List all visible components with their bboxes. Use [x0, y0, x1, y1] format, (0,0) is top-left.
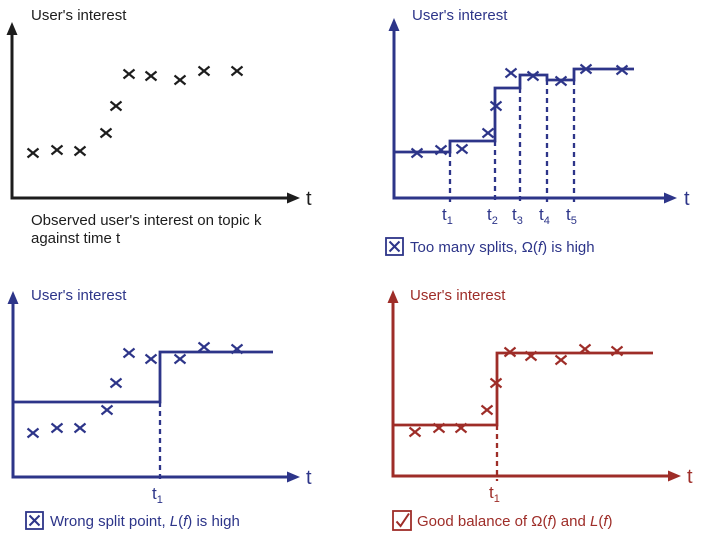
t-axis-label: t	[306, 188, 312, 210]
data-point-x-marker	[122, 347, 136, 359]
data-point-x-marker	[144, 353, 158, 365]
t-axis-label: t	[684, 188, 690, 210]
data-point-x-marker	[578, 343, 592, 355]
axis-tick-label: t1	[442, 205, 453, 227]
data-point-x-marker	[99, 127, 113, 139]
axis-tick-label: t5	[566, 205, 577, 227]
t-axis-label: t	[687, 466, 693, 488]
data-point-x-marker	[230, 343, 244, 355]
data-point-x-marker	[173, 353, 187, 365]
panel-wrong-split-point: User's interest t t1 Wrong split point, L(f…	[7, 287, 312, 530]
y-axis-arrow	[7, 291, 19, 304]
data-point-x-marker	[109, 100, 123, 112]
data-point-x-marker	[197, 65, 211, 77]
panel-observed-scatter: User's interest t Observed user's interest…	[6, 7, 312, 247]
data-point-x-marker	[408, 426, 422, 438]
check-icon	[395, 512, 410, 528]
data-point-x-marker	[50, 144, 64, 156]
data-point-x-marker	[100, 404, 114, 416]
data-point-x-marker	[455, 143, 469, 155]
step-function-line	[393, 351, 653, 427]
data-point-x-marker	[504, 67, 518, 79]
data-point-x-marker	[434, 144, 448, 156]
data-point-x-marker	[432, 422, 446, 434]
data-point-x-marker	[73, 422, 87, 434]
legend-box	[392, 510, 412, 531]
data-point-x-marker	[122, 68, 136, 80]
data-point-x-marker	[230, 65, 244, 77]
data-point-x-marker	[579, 63, 593, 75]
panel-title: User's interest	[31, 287, 127, 304]
data-point-x-marker	[503, 346, 517, 358]
y-axis-arrow	[6, 22, 18, 35]
data-point-x-marker	[481, 127, 495, 139]
t-axis-label: t	[306, 467, 312, 489]
panel-good-balance: User's interest t t1 Good balance of Ω(f) a…	[387, 287, 693, 531]
axis-tick-label: t4	[539, 205, 550, 227]
legend-text: Too many splits, Ω(f) is high	[410, 239, 595, 256]
axis-tick-label: t1	[489, 483, 500, 505]
data-point-x-marker	[524, 350, 538, 362]
data-point-x-marker	[615, 64, 629, 76]
axis-tick-label: t3	[512, 205, 523, 227]
panel-too-many-splits: User's interest t t1 t2 t3 t4 t5 Too many split…	[385, 7, 690, 256]
legend-box	[385, 237, 404, 256]
data-point-x-marker	[480, 404, 494, 416]
panel-title: User's interest	[31, 7, 127, 24]
data-point-x-marker	[554, 354, 568, 366]
data-point-x-marker	[489, 100, 503, 112]
y-axis-arrow	[387, 290, 399, 303]
x-axis-arrow	[287, 192, 300, 204]
panel-title: User's interest	[412, 7, 508, 24]
x-axis-arrow	[668, 470, 681, 482]
legend-text: Wrong split point, L(f) is high	[50, 513, 240, 530]
x-box-icon	[388, 240, 401, 253]
data-point-x-marker	[73, 145, 87, 157]
legend-text: Good balance of Ω(f) and L(f)	[417, 513, 613, 530]
step-function-line	[13, 350, 273, 404]
data-point-x-marker	[50, 422, 64, 434]
panel-title: User's interest	[410, 287, 506, 304]
x-box-icon	[28, 514, 41, 527]
data-point-x-marker	[109, 377, 123, 389]
panel-caption-line: against time t	[31, 230, 121, 247]
data-point-x-marker	[410, 147, 424, 159]
data-point-x-marker	[26, 427, 40, 439]
data-point-x-marker	[526, 70, 540, 82]
data-point-x-marker	[554, 75, 568, 87]
legend-box	[25, 511, 44, 530]
data-point-x-marker	[610, 345, 624, 357]
axis-tick-label: t1	[152, 484, 163, 506]
step-function-line	[394, 67, 634, 154]
x-axis-arrow	[664, 192, 677, 204]
data-point-x-marker	[173, 74, 187, 86]
axis-tick-label: t2	[487, 205, 498, 227]
x-axis-arrow	[287, 471, 300, 483]
data-point-x-marker	[197, 341, 211, 353]
y-axis-arrow	[388, 18, 400, 31]
data-point-x-marker	[144, 70, 158, 82]
data-point-x-marker	[26, 147, 40, 159]
data-point-x-marker	[454, 422, 468, 434]
panel-caption-line: Observed user's interest on topic k	[31, 212, 262, 229]
data-point-x-marker	[489, 377, 503, 389]
